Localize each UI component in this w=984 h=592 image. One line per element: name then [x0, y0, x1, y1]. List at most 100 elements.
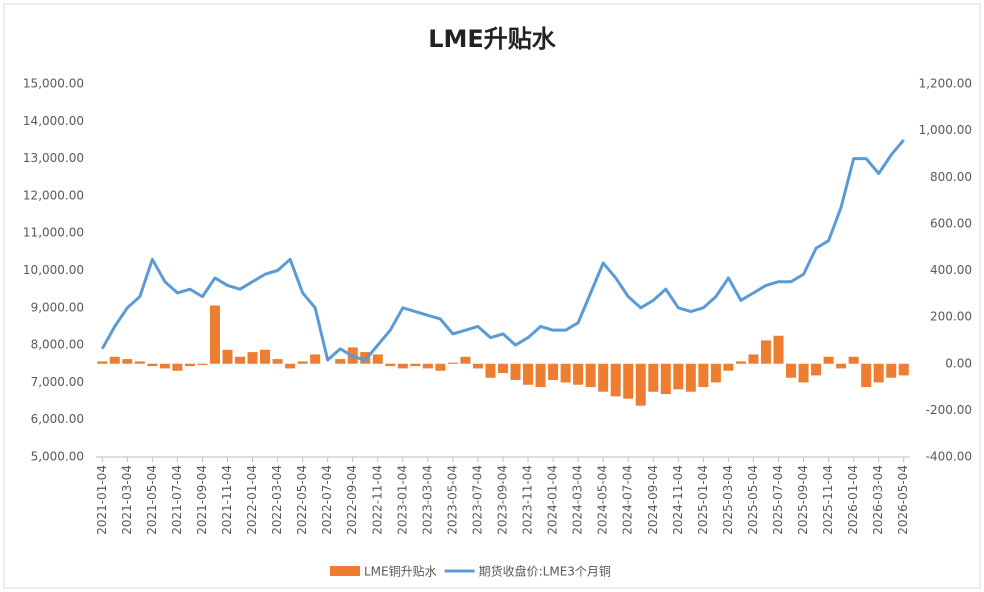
bar [836, 363, 847, 369]
bar [97, 361, 108, 364]
x-tick-label: 2022-03-04 [270, 465, 284, 535]
y-tick-label: 8,000.00 [31, 338, 84, 352]
y2-tick-label: 200.00 [930, 310, 972, 324]
legend-swatch [330, 566, 360, 576]
y2-tick-label: 1,000.00 [919, 123, 972, 137]
x-tick-label: 2022-09-04 [345, 465, 359, 535]
bar [260, 349, 271, 364]
x-tick-label: 2026-01-04 [846, 465, 860, 535]
x-tick-label: 2026-05-04 [896, 465, 910, 535]
bar [573, 363, 584, 385]
x-tick-label: 2021-01-04 [95, 465, 109, 535]
bar [335, 359, 346, 364]
bar [247, 352, 258, 364]
bar [861, 363, 872, 388]
x-tick-label: 2023-07-04 [470, 465, 484, 535]
x-tick-label: 2024-05-04 [596, 465, 610, 535]
x-tick-label: 2023-09-04 [496, 465, 510, 535]
bar [811, 363, 822, 376]
x-tick-label: 2023-11-04 [521, 465, 535, 535]
y2-tick-label: 400.00 [930, 263, 972, 277]
y-tick-label: 10,000.00 [23, 263, 84, 277]
y2-tick-label: 1,200.00 [919, 77, 972, 91]
bar [147, 363, 158, 367]
chart-title: LME升贴水 [428, 25, 557, 53]
x-tick-label: 2022-07-04 [320, 465, 334, 535]
bar [372, 354, 383, 364]
bar [435, 363, 446, 371]
y2-tick-label: 600.00 [930, 216, 972, 230]
bar [560, 363, 571, 383]
bar [422, 363, 433, 369]
bar [297, 361, 308, 364]
bar [848, 356, 859, 364]
bar [635, 363, 646, 406]
bar [485, 363, 496, 378]
x-tick-label: 2022-05-04 [295, 465, 309, 535]
bar [397, 363, 408, 369]
x-tick-label: 2021-05-04 [145, 465, 159, 535]
y-tick-label: 11,000.00 [23, 226, 84, 240]
bar [109, 356, 120, 364]
bar [184, 363, 195, 367]
x-tick-label: 2022-01-04 [245, 465, 259, 535]
bar [886, 363, 897, 378]
bar [723, 363, 734, 371]
y2-tick-label: -400.00 [926, 450, 972, 464]
bar [272, 359, 283, 364]
bar [310, 354, 321, 364]
bar [698, 363, 709, 388]
y-tick-label: 6,000.00 [31, 412, 84, 426]
line [100, 138, 905, 362]
y-tick-label: 5,000.00 [31, 450, 84, 464]
x-tick-label: 2023-05-04 [445, 465, 459, 535]
y-tick-label: 15,000.00 [23, 77, 84, 91]
bar [735, 361, 746, 364]
bar [610, 363, 621, 397]
x-tick-label: 2023-01-04 [395, 465, 409, 535]
bar [623, 363, 634, 399]
bar [209, 305, 220, 364]
x-tick-label: 2025-01-04 [696, 465, 710, 535]
bar [159, 363, 170, 369]
bar [460, 356, 471, 364]
bar [786, 363, 797, 378]
bar [598, 363, 609, 392]
bar [898, 363, 909, 376]
x-tick-label: 2024-01-04 [546, 465, 560, 535]
y2-tick-label: 0.00 [945, 356, 972, 370]
bar [760, 340, 771, 364]
y2-tick-label: 800.00 [930, 170, 972, 184]
bar [873, 363, 884, 383]
bar [685, 363, 696, 392]
x-tick-label: 2024-09-04 [646, 465, 660, 535]
x-tick-label: 2024-07-04 [621, 465, 635, 535]
bar [510, 363, 521, 381]
bar [285, 363, 296, 369]
bar [134, 361, 145, 364]
bar [710, 363, 721, 383]
bar [447, 362, 458, 364]
bar [535, 363, 546, 388]
bar [410, 363, 421, 367]
y2-tick-label: -200.00 [926, 403, 972, 417]
bar [660, 363, 671, 395]
bar [548, 363, 559, 381]
bar [385, 363, 396, 367]
x-tick-label: 2022-11-04 [370, 465, 384, 535]
x-tick-label: 2025-09-04 [796, 465, 810, 535]
bar [773, 335, 784, 364]
x-tick-label: 2025-03-04 [721, 465, 735, 535]
y-tick-label: 14,000.00 [23, 114, 84, 128]
x-tick-label: 2024-11-04 [671, 465, 685, 535]
x-tick-label: 2021-03-04 [120, 465, 134, 535]
x-tick-label: 2025-07-04 [771, 465, 785, 535]
bar [235, 356, 246, 364]
bar [523, 363, 534, 385]
bar [497, 363, 509, 374]
y-tick-label: 12,000.00 [23, 188, 84, 202]
bar [585, 363, 596, 388]
bar [673, 363, 684, 390]
x-tick-label: 2025-11-04 [821, 465, 835, 535]
x-tick-label: 2021-07-04 [170, 465, 184, 535]
